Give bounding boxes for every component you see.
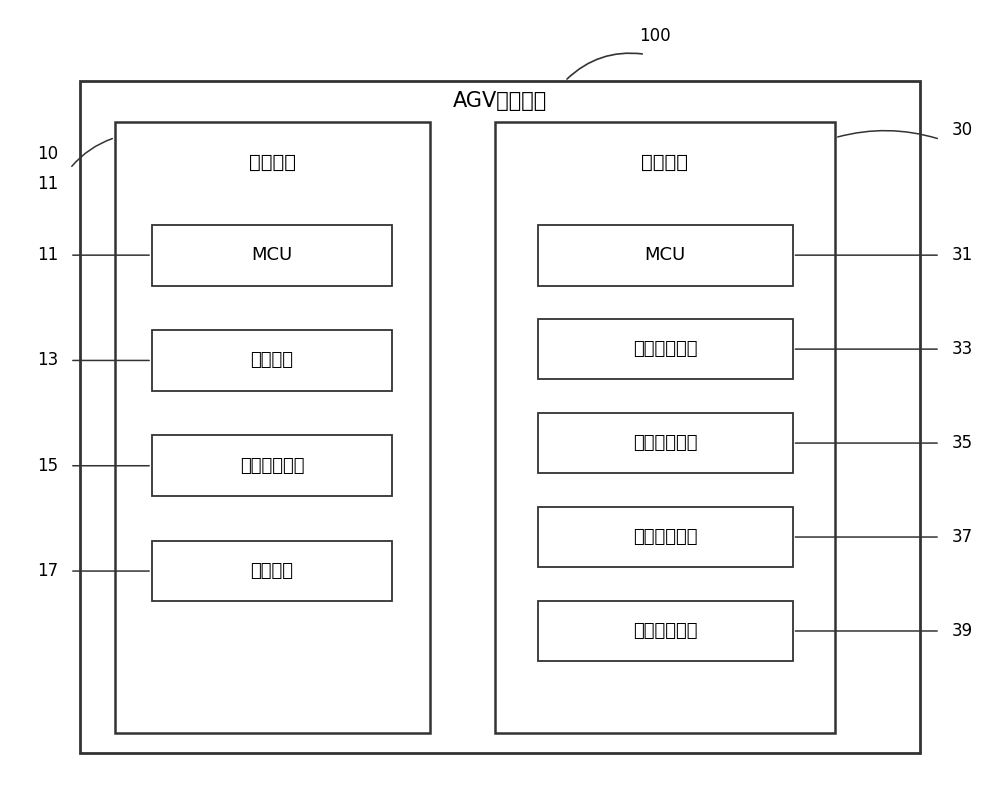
Text: 30: 30	[951, 121, 973, 139]
Text: 17: 17	[37, 562, 59, 580]
Text: 100: 100	[639, 28, 671, 45]
Text: 33: 33	[951, 340, 973, 358]
Bar	[152, 224, 392, 286]
Text: 15: 15	[37, 457, 59, 475]
Text: 开关单元: 开关单元	[250, 352, 294, 369]
Text: 分析判断单元: 分析判断单元	[633, 528, 697, 546]
Text: MCU: MCU	[251, 246, 293, 264]
Text: AGV控制系统: AGV控制系统	[453, 92, 547, 111]
Bar	[115, 122, 430, 733]
Text: 31: 31	[951, 246, 973, 264]
Text: MCU: MCU	[644, 246, 686, 264]
Bar	[495, 122, 835, 733]
Text: 指示单元: 指示单元	[250, 562, 294, 580]
Text: 37: 37	[951, 528, 973, 546]
Bar	[152, 330, 392, 390]
Text: 车载模组: 车载模组	[642, 152, 688, 172]
Text: 35: 35	[951, 434, 973, 452]
Bar	[152, 436, 392, 496]
Text: 11: 11	[37, 175, 59, 193]
Text: 10: 10	[37, 145, 59, 163]
Bar	[538, 507, 793, 567]
Text: 11: 11	[37, 246, 59, 264]
Text: 信号接收单元: 信号接收单元	[633, 340, 697, 358]
Bar	[538, 601, 793, 661]
Bar	[538, 413, 793, 473]
Text: 13: 13	[37, 352, 59, 369]
Bar	[538, 319, 793, 379]
Text: 信息采集单元: 信息采集单元	[633, 434, 697, 452]
Bar	[152, 541, 392, 601]
Text: 39: 39	[951, 622, 973, 640]
Text: 指令发送单元: 指令发送单元	[240, 457, 304, 475]
Text: 信号发送单元: 信号发送单元	[633, 622, 697, 640]
Text: 控制模组: 控制模组	[248, 152, 296, 172]
Bar	[538, 224, 793, 286]
Bar	[80, 81, 920, 753]
